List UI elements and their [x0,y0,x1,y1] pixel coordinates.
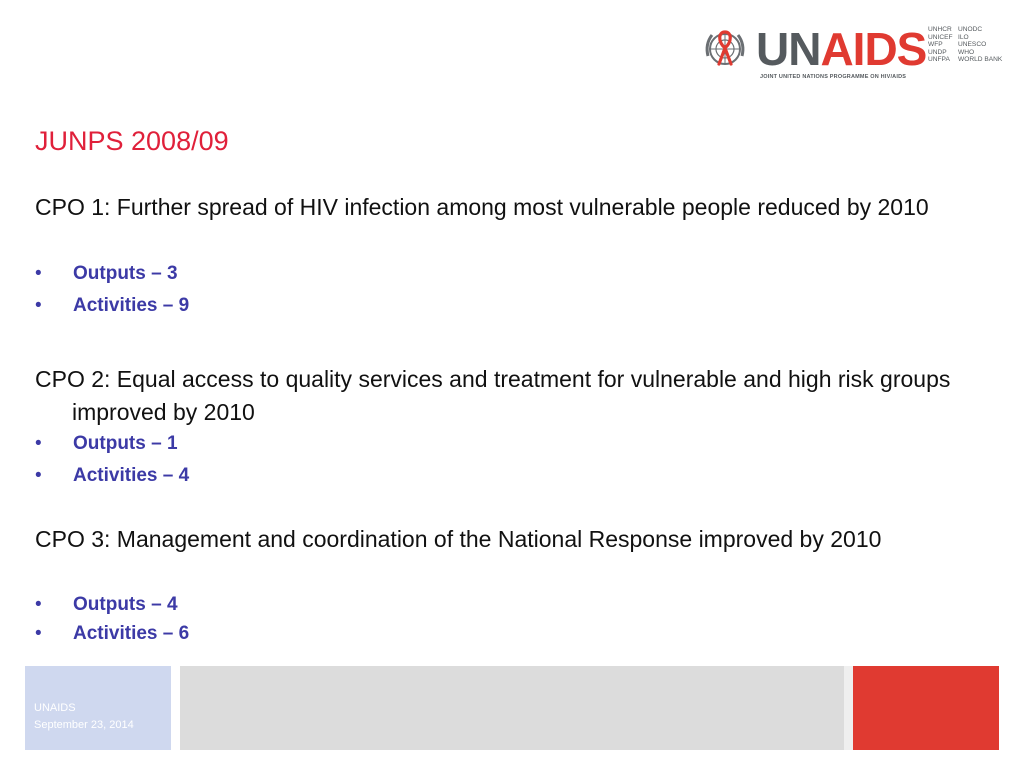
cpo-2-activities-item: • Activities – 4 [35,462,189,490]
cpo-1-outputs-item: • Outputs – 3 [35,260,178,288]
cosponsor: UNODC [958,26,983,33]
footer-divider [844,666,853,750]
cosponsor: UNESCO [958,41,987,49]
logo-tagline: JOINT UNITED NATIONS PROGRAMME ON HIV/AI… [760,74,907,80]
cpo-1-activities-item: • Activities – 9 [35,292,189,320]
cpo-3-outputs-item: • Outputs – 4 [35,591,178,619]
logo-wordmark: UNAIDS [756,23,927,75]
outputs-label: Outputs – 4 [73,594,178,615]
logo-word-un: UN [756,23,821,75]
footer-date: September 23, 2014 [34,719,134,731]
footer-grey-block [180,666,844,750]
un-emblem-icon [705,30,745,66]
cpo-2-outputs-item: • Outputs – 1 [35,430,178,458]
activities-label: Activities – 9 [73,295,190,316]
cosponsor: UNICEF [928,33,953,41]
cpo-3-heading: CPO 3: Management and coordination of th… [35,526,882,552]
activities-label: Activities – 4 [73,465,190,486]
activities-label: Activities – 6 [73,623,190,644]
outputs-label: Outputs – 3 [73,263,178,284]
outputs-label: Outputs – 1 [73,433,178,454]
footer-red-block [853,666,999,750]
cpo-2-heading: CPO 2: Equal access to quality services … [35,366,951,425]
footer-org: UNAIDS [34,702,76,714]
footer-blue-block [25,666,171,750]
bullet-icon: • [35,623,42,644]
cpo-1-heading: CPO 1: Further spread of HIV infection a… [35,194,929,220]
cosponsor: ILO [958,33,969,41]
cosponsors-list-2: UNODC ILO UNESCO WHO WORLD BANK [958,26,1002,64]
bullet-icon: • [35,263,42,284]
cosponsor: UNHCR [928,26,952,33]
cosponsor: WFP [928,41,943,49]
cosponsors-list-1: UNHCR UNICEF WFP UNDP UNFPA [928,26,953,64]
cpo-3-activities-item: • Activities – 6 [35,620,189,648]
bullet-icon: • [35,465,42,486]
cosponsor: UNFPA [928,56,950,64]
cosponsor: WORLD BANK [958,56,1003,64]
bullet-icon: • [35,295,42,316]
unaids-logo: UNAIDS JOINT UNITED NATIONS PROGRAMME ON… [702,22,1002,80]
bullet-icon: • [35,433,42,454]
logo-word-aids: AIDS [820,23,927,75]
bullet-icon: • [35,594,42,615]
cosponsor: UNDP [928,48,947,56]
cosponsor: WHO [958,48,975,56]
slide-title: JUNPS 2008/09 [35,126,229,156]
